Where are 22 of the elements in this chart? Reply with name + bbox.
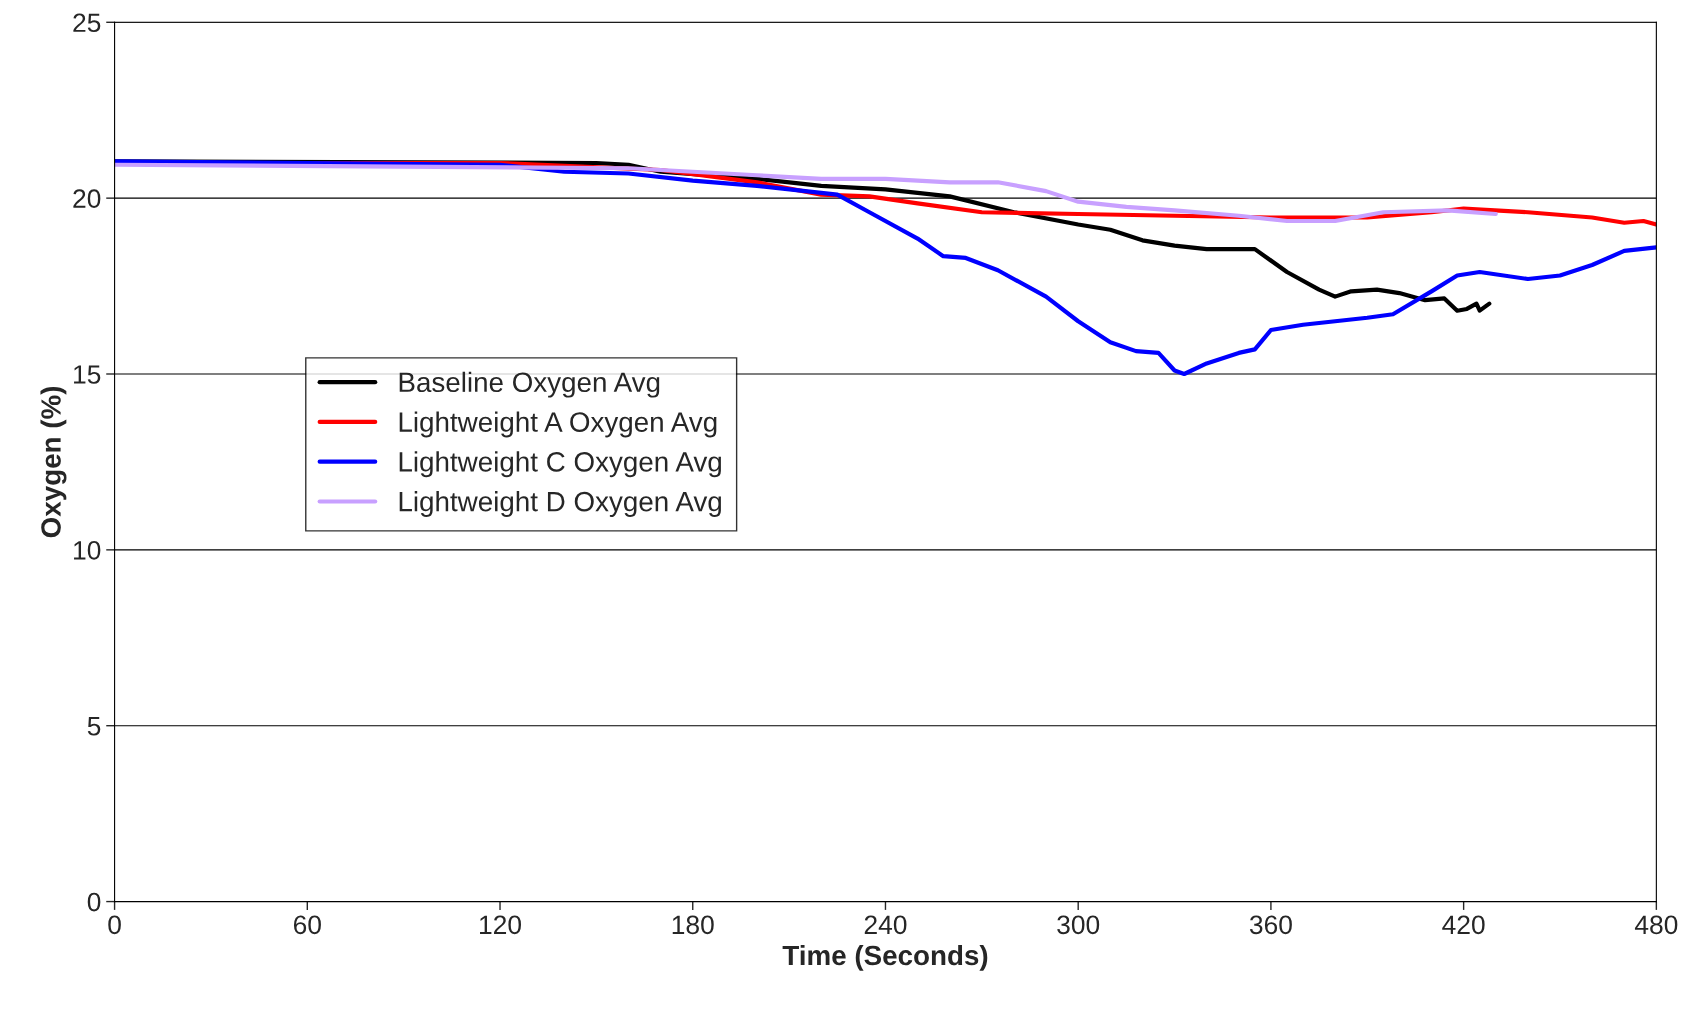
x-tick-label: 60 (293, 915, 321, 935)
y-tick-label: 15 (74, 365, 101, 384)
line-series (114, 162, 1498, 224)
x-tick-label: 480 (1634, 915, 1678, 935)
legend-label: Lightweight A Oxygen Avg (399, 411, 717, 438)
y-tick-label: 0 (87, 892, 101, 912)
y-tick-label: 20 (73, 189, 101, 208)
y-tick-label: 25 (73, 13, 101, 33)
legend-label: Baseline Oxygen Avg (399, 371, 660, 398)
x-tick-label: 180 (672, 915, 714, 935)
y-tick-label: 10 (74, 540, 101, 560)
x-tick-label: 420 (1442, 915, 1485, 935)
x-tick-label: 0 (108, 915, 121, 935)
x-tick-label: 360 (1249, 915, 1292, 935)
x-tick-label: 240 (864, 915, 907, 935)
y-tick-label: 5 (87, 717, 101, 736)
x-axis-title: Time (Seconds) (782, 944, 988, 971)
x-tick-label: 300 (1057, 915, 1100, 935)
legend-label: Lightweight D Oxygen Avg (399, 491, 721, 517)
legend-label: Lightweight C Oxygen Avg (399, 451, 721, 478)
y-axis-title: Oxygen (%) (40, 386, 67, 538)
x-tick-label: 120 (480, 915, 522, 935)
